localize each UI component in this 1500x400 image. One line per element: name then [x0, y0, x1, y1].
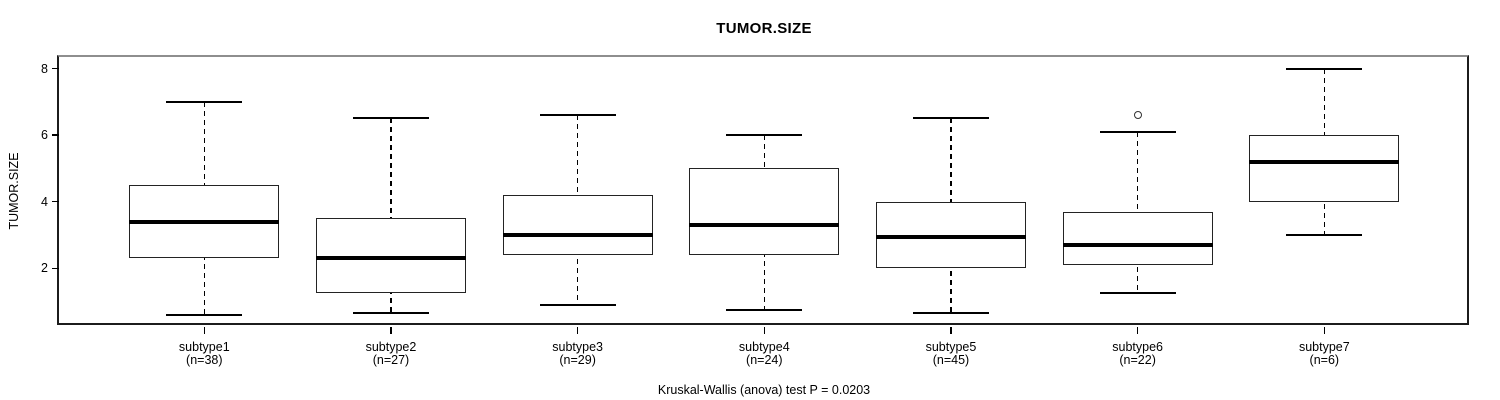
x-label: subtype2 [365, 340, 417, 354]
median-line [502, 233, 653, 237]
median-line [129, 219, 280, 224]
n-label: (n=6) [1309, 353, 1340, 367]
whisker-cap-bottom [912, 312, 989, 315]
whisker-cap-bottom [1099, 292, 1176, 295]
box-rect [689, 168, 840, 255]
y-tick [52, 67, 59, 70]
x-tick [1136, 327, 1139, 334]
median-line [689, 223, 840, 227]
whisker-cap-top [1286, 67, 1363, 70]
y-tick [52, 267, 59, 270]
x-tick [203, 327, 206, 334]
x-tick [1323, 327, 1326, 334]
x-label: subtype4 [738, 340, 790, 354]
box-rect [1249, 135, 1400, 202]
n-label: (n=29) [559, 353, 596, 367]
n-label: (n=22) [1119, 353, 1156, 367]
whisker-cap-bottom [539, 303, 616, 306]
n-label: (n=38) [186, 353, 223, 367]
x-label: subtype3 [552, 340, 603, 354]
whisker-cap-bottom [166, 313, 243, 316]
chart-title: TUMOR.SIZE [716, 20, 812, 37]
y-tick-label: 2 [41, 261, 48, 276]
n-label: (n=45) [932, 353, 970, 367]
box-rect [502, 195, 653, 255]
n-label: (n=27) [372, 353, 410, 367]
x-tick [576, 327, 579, 334]
whisker-cap-top [726, 134, 803, 137]
y-axis-label: TUMOR.SIZE [7, 152, 21, 230]
whisker-cap-top [539, 114, 616, 117]
x-label: subtype5 [925, 340, 977, 354]
y-tick-label: 4 [41, 194, 48, 209]
median-line [315, 256, 466, 261]
box-rect [315, 218, 466, 294]
median-line [875, 234, 1026, 239]
y-tick-label: 6 [41, 128, 48, 143]
whisker-cap-top [912, 117, 989, 120]
median-line [1249, 159, 1400, 164]
stat-test-caption: Kruskal-Wallis (anova) test P = 0.0203 [657, 383, 871, 397]
median-line [1062, 242, 1213, 247]
x-tick [763, 327, 766, 334]
whisker-cap-bottom [352, 312, 429, 315]
y-tick [52, 200, 59, 203]
outlier-point [1133, 111, 1142, 120]
y-tick-label: 8 [41, 61, 48, 76]
whisker-cap-top [1099, 130, 1176, 133]
whisker-cap-bottom [1286, 234, 1363, 236]
x-label: subtype1 [178, 340, 230, 354]
x-tick [950, 327, 952, 334]
x-tick [390, 327, 392, 334]
whisker-cap-top [166, 100, 243, 103]
whisker-line [390, 118, 392, 314]
y-tick [52, 134, 59, 136]
x-label: subtype7 [1298, 340, 1350, 354]
box-rect [1062, 211, 1213, 265]
plot-area [57, 55, 1469, 325]
n-label: (n=24) [746, 353, 783, 367]
whisker-cap-bottom [726, 308, 803, 311]
x-label: subtype6 [1112, 340, 1163, 354]
whisker-cap-top [352, 117, 429, 120]
